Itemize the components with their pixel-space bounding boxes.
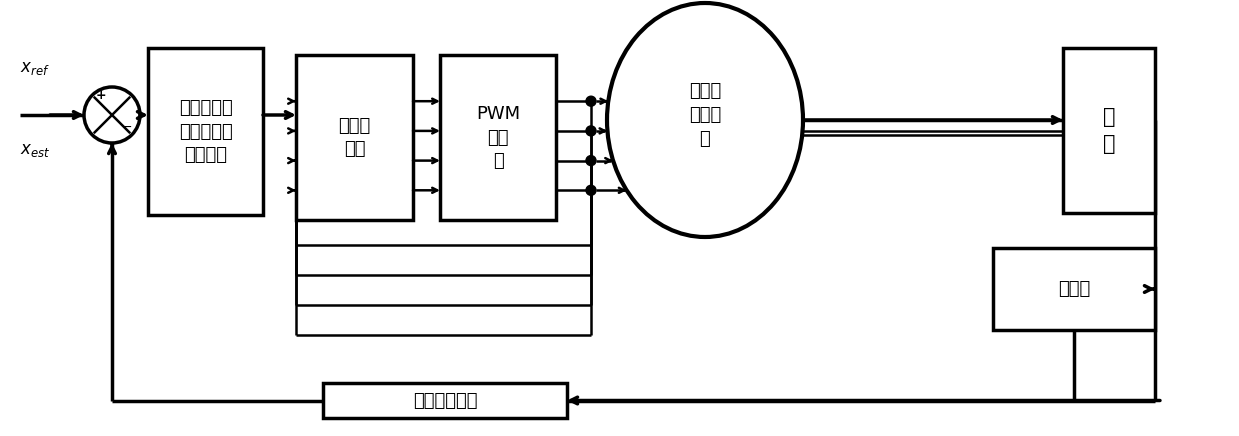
- Text: 负
载: 负 载: [1103, 107, 1115, 154]
- Circle shape: [586, 156, 596, 166]
- Bar: [296, 55, 413, 220]
- Bar: [1063, 48, 1155, 213]
- Circle shape: [84, 87, 140, 143]
- Text: 自适应对角
逆归小脑模
型控制器: 自适应对角 逆归小脑模 型控制器: [178, 99, 233, 164]
- Bar: [147, 48, 263, 215]
- Bar: [992, 248, 1155, 330]
- Text: 位移估计装置: 位移估计装置: [413, 392, 477, 409]
- Text: PWM
逆变
器: PWM 逆变 器: [476, 105, 520, 170]
- Ellipse shape: [607, 3, 803, 237]
- Text: +: +: [95, 89, 107, 102]
- Text: 电流控
制器: 电流控 制器: [338, 117, 370, 158]
- Text: $x_{ref}$: $x_{ref}$: [20, 59, 50, 77]
- Circle shape: [586, 126, 596, 136]
- Text: 磁齿轮
复合电
机: 磁齿轮 复合电 机: [689, 82, 721, 148]
- Bar: [440, 55, 556, 220]
- Text: $x_{est}$: $x_{est}$: [20, 141, 51, 159]
- Text: −: −: [123, 121, 133, 134]
- Text: 编码器: 编码器: [1058, 280, 1090, 298]
- Circle shape: [586, 185, 596, 195]
- Bar: [323, 383, 567, 418]
- Circle shape: [586, 96, 596, 106]
